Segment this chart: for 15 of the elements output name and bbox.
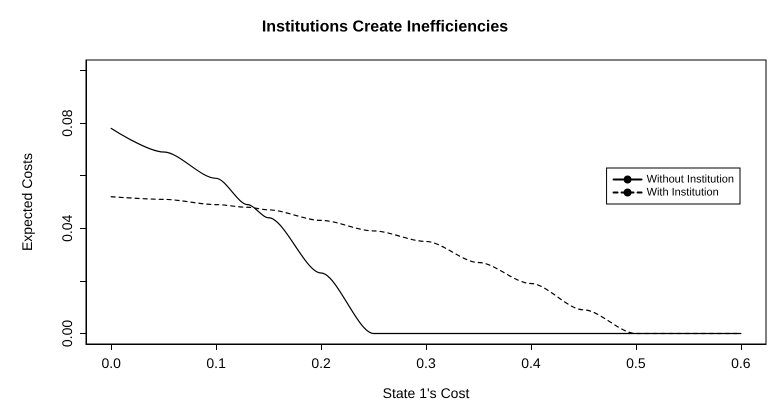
legend-label: With Institution [646,186,719,198]
y-tick-label: 0.04 [59,214,75,242]
x-tick-label: 0.0 [101,355,122,371]
x-tick-label: 0.3 [416,355,436,371]
y-tick-label: 0.00 [59,320,75,348]
legend-label: Without Institution [646,174,734,186]
x-tick-label: 0.4 [521,355,541,371]
x-tick-label: 0.6 [731,355,751,371]
y-tick-label: 0.08 [59,109,75,137]
x-tick-label: 0.1 [206,355,226,371]
y-axis-title: Expected Costs [19,152,35,252]
x-tick-label: 0.2 [311,355,332,371]
x-axis-title: State 1's Cost [382,385,470,401]
chart-title: Institutions Create Inefficiencies [262,18,508,36]
x-tick-label: 0.5 [626,355,646,371]
